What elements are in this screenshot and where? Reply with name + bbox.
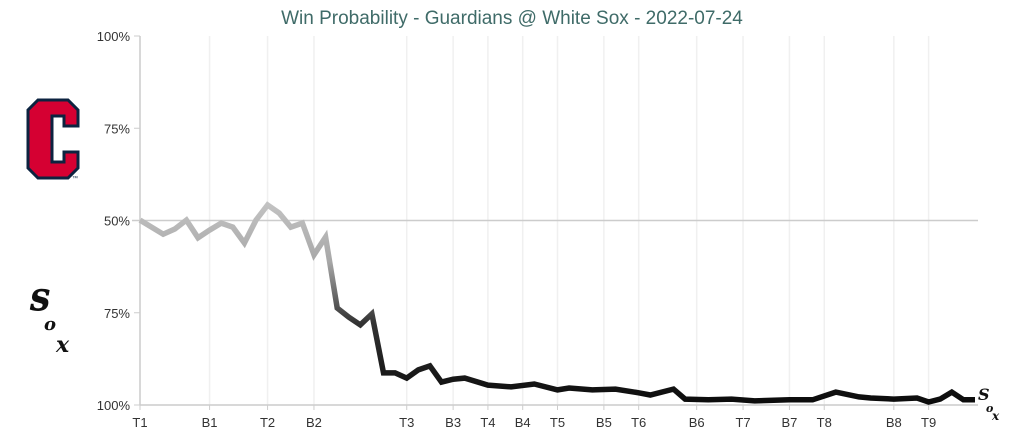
svg-text:S: S [978,385,990,404]
svg-text:S: S [30,284,50,317]
x-tick-label: B5 [596,415,612,430]
y-tick-label: 50% [104,214,130,229]
x-tick-label: B7 [781,415,797,430]
white-sox-end-marker: S o x [978,385,1000,423]
x-tick-label: B3 [445,415,461,430]
svg-text:x: x [991,409,1000,423]
y-tick-label: 100% [97,29,131,44]
svg-text:o: o [986,402,993,415]
x-tick-label: T9 [921,415,936,430]
chart-title: Win Probability - Guardians @ White Sox … [281,8,743,29]
x-tick-label: B8 [886,415,902,430]
x-tick-label: T7 [735,415,750,430]
svg-text:x: x [55,332,70,358]
y-tick-label: 75% [104,121,130,136]
x-tick-label: T8 [817,415,832,430]
y-tick-label: 100% [97,398,131,413]
svg-text:™: ™ [72,175,78,182]
white-sox-logo: S o x [30,284,71,359]
x-tick-label: B4 [515,415,531,430]
x-tick-label: T1 [132,415,147,430]
y-tick-label: 75% [104,306,130,321]
win-probability-line [138,201,975,405]
svg-text:o: o [44,314,56,335]
x-tick-label: B2 [306,415,322,430]
x-tick-label: T5 [550,415,565,430]
x-tick-label: B1 [202,415,218,430]
x-tick-label: T2 [260,415,275,430]
guardians-logo: ™ [26,98,80,182]
x-tick-label: T4 [480,415,495,430]
x-tick-label: B6 [689,415,705,430]
x-tick-label: T3 [399,415,414,430]
x-tick-label: T6 [631,415,646,430]
